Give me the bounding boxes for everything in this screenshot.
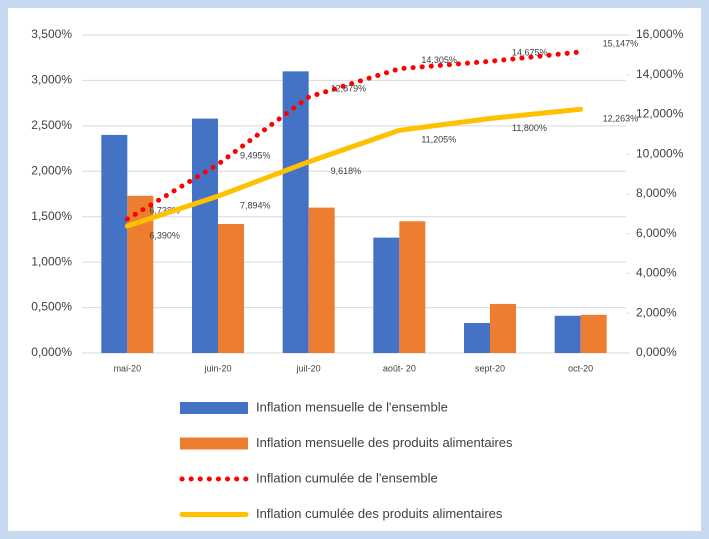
y-tick-label: 3,000% bbox=[31, 73, 72, 87]
x-tick-label: mai-20 bbox=[114, 363, 142, 373]
bar bbox=[464, 323, 490, 353]
data-label: 6,738% bbox=[149, 205, 180, 215]
legend-swatch bbox=[180, 402, 248, 414]
bar bbox=[192, 118, 218, 354]
bar bbox=[308, 207, 335, 353]
y2-tick-label: 2,000% bbox=[636, 305, 677, 319]
data-label: 9,618% bbox=[331, 166, 362, 176]
x-tick-label: août- 20 bbox=[383, 363, 416, 373]
data-label: 11,800% bbox=[512, 123, 547, 133]
y2-tick-label: 16,000% bbox=[636, 27, 684, 41]
legend-label: Inflation mensuelle des produits aliment… bbox=[256, 435, 513, 450]
x-tick-label: juin-20 bbox=[203, 363, 231, 373]
data-label: 14,675% bbox=[512, 48, 548, 58]
legend-label: Inflation mensuelle de l'ensemble bbox=[256, 399, 448, 414]
y2-tick-label: 8,000% bbox=[636, 186, 677, 200]
y-tick-label: 1,500% bbox=[31, 209, 72, 223]
y-tick-label: 1,000% bbox=[31, 254, 72, 268]
bar bbox=[580, 314, 607, 353]
y2-tick-label: 10,000% bbox=[636, 146, 684, 160]
bar bbox=[218, 223, 244, 353]
y-tick-label: 2,500% bbox=[31, 118, 72, 132]
legend-swatch bbox=[180, 437, 248, 450]
y2-tick-label: 12,000% bbox=[636, 107, 684, 121]
line bbox=[124, 106, 584, 229]
data-label: 6,390% bbox=[149, 230, 180, 240]
y-tick-label: 0,000% bbox=[31, 345, 72, 359]
y2-tick-label: 4,000% bbox=[636, 266, 677, 280]
y2-tick-label: 0,000% bbox=[636, 345, 677, 359]
x-tick-label: juil-20 bbox=[296, 363, 321, 373]
bar bbox=[282, 71, 309, 353]
data-label: 12,879% bbox=[331, 83, 367, 93]
legend-label: Inflation cumulée des produits alimentai… bbox=[256, 506, 503, 521]
line bbox=[124, 49, 584, 222]
bar bbox=[399, 221, 426, 353]
data-label: 12,263% bbox=[603, 114, 639, 124]
y-tick-label: 2,000% bbox=[31, 163, 72, 177]
legend-label: Inflation cumulée de l'ensemble bbox=[256, 470, 438, 485]
y-tick-label: 3,500% bbox=[31, 27, 72, 41]
data-label: 9,495% bbox=[240, 151, 271, 161]
y2-tick-label: 14,000% bbox=[636, 67, 684, 81]
bar bbox=[490, 303, 516, 353]
bar bbox=[373, 237, 400, 353]
data-label: 15,147% bbox=[603, 38, 639, 48]
data-label: 7,894% bbox=[240, 200, 271, 210]
data-label: 14,305% bbox=[421, 55, 457, 65]
data-label: 11,205% bbox=[421, 135, 456, 145]
x-tick-label: sept-20 bbox=[475, 363, 505, 373]
y2-tick-label: 6,000% bbox=[636, 226, 677, 240]
bar bbox=[101, 134, 128, 353]
y-tick-label: 0,500% bbox=[31, 300, 72, 314]
bar bbox=[554, 315, 581, 353]
x-tick-label: oct-20 bbox=[568, 363, 593, 373]
